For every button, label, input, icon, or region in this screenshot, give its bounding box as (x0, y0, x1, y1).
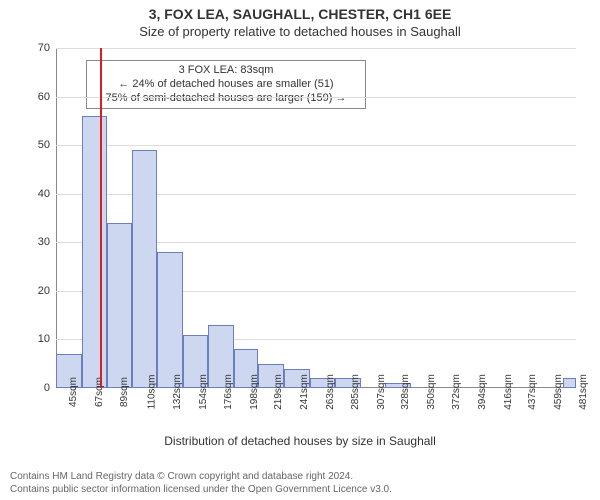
annotation-box: 3 FOX LEA: 83sqm ← 24% of detached house… (86, 60, 366, 109)
y-axis-line (56, 48, 57, 388)
x-tick-label: 219sqm (273, 374, 284, 410)
histogram-bar (157, 252, 183, 388)
histogram-bar (107, 223, 131, 388)
x-tick-label: 154sqm (198, 374, 209, 410)
gridline (56, 97, 576, 98)
x-axis-label: Distribution of detached houses by size … (0, 434, 600, 448)
property-marker-line (100, 48, 102, 388)
x-tick-label: 241sqm (299, 374, 310, 410)
x-tick-label: 176sqm (223, 374, 234, 410)
y-tick-label: 10 (38, 333, 50, 345)
histogram-bar (563, 378, 576, 388)
y-tick-label: 70 (38, 42, 50, 54)
y-tick-label: 20 (38, 285, 50, 297)
x-tick-label: 350sqm (426, 374, 437, 410)
histogram-bar (132, 150, 158, 388)
x-tick-label: 132sqm (172, 374, 183, 410)
y-tick-label: 0 (44, 382, 50, 394)
x-tick-label: 394sqm (477, 374, 488, 410)
annotation-line-1: 3 FOX LEA: 83sqm (93, 64, 359, 78)
y-tick-label: 50 (38, 139, 50, 151)
x-tick-label: 263sqm (324, 374, 335, 410)
y-tick-label: 40 (38, 188, 50, 200)
annotation-line-3: 75% of semi-detached houses are larger (… (93, 92, 359, 106)
x-tick-label: 328sqm (400, 374, 411, 410)
y-tick-label: 60 (38, 91, 50, 103)
x-tick-label: 198sqm (249, 374, 260, 410)
x-tick-label: 437sqm (527, 374, 538, 410)
annotation-line-2: ← 24% of detached houses are smaller (51… (93, 78, 359, 92)
footer-attribution: Contains HM Land Registry data © Crown c… (10, 470, 590, 496)
gridline (56, 48, 576, 49)
x-tick-label: 459sqm (552, 374, 563, 410)
x-tick-label: 416sqm (502, 374, 513, 410)
x-tick-label: 89sqm (119, 377, 130, 407)
y-tick-label: 30 (38, 236, 50, 248)
x-tick-label: 307sqm (376, 374, 387, 410)
chart-plot-area: 3 FOX LEA: 83sqm ← 24% of detached house… (56, 48, 576, 388)
gridline (56, 145, 576, 146)
title-subtitle: Size of property relative to detached ho… (0, 24, 600, 39)
x-tick-label: 481sqm (578, 374, 589, 410)
x-tick-label: 67sqm (94, 377, 105, 407)
x-tick-label: 110sqm (146, 375, 157, 410)
x-tick-label: 45sqm (68, 377, 79, 407)
x-tick-label: 285sqm (350, 374, 361, 410)
title-address: 3, FOX LEA, SAUGHALL, CHESTER, CH1 6EE (0, 6, 600, 22)
histogram-bar (82, 116, 108, 388)
x-tick-label: 372sqm (451, 374, 462, 410)
